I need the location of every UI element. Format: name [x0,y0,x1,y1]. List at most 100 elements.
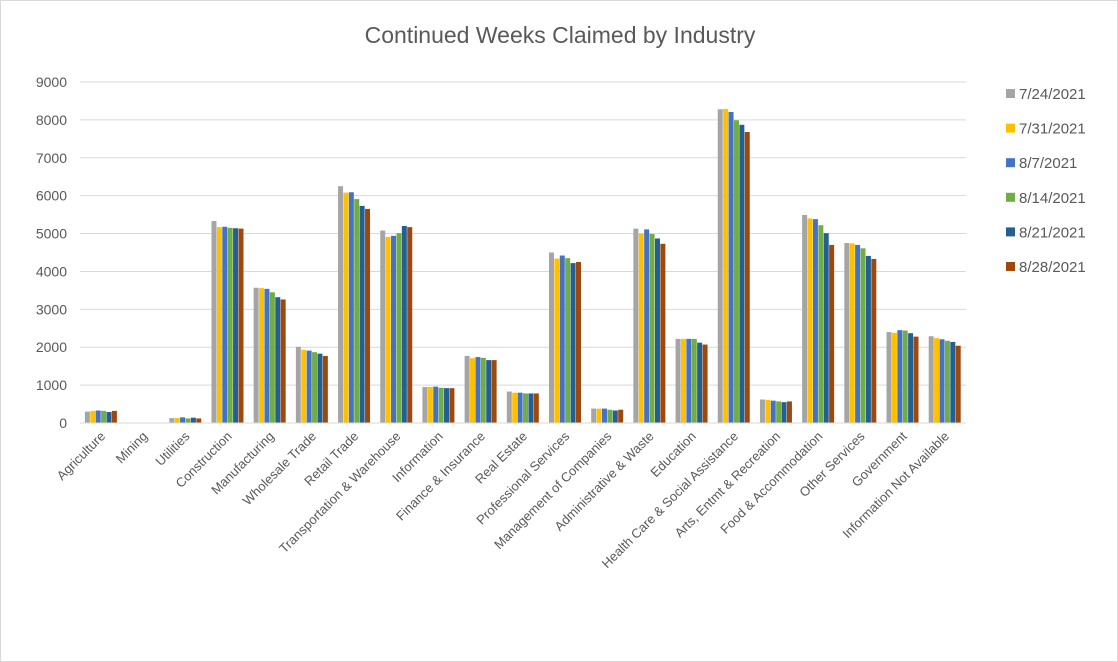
legend: 7/24/2021 7/31/2021 8/7/2021 8/14/2021 8/21/… [1006,86,1086,276]
bar [475,357,481,423]
bar [739,124,745,423]
legend-label: 7/24/2021 [1019,86,1086,103]
bar [865,255,871,423]
bar [95,410,101,423]
bar [680,338,686,423]
x-tick-label: Mining [113,429,151,467]
bar [233,228,239,423]
bar [185,418,191,423]
bar [269,292,275,423]
bar [264,288,270,423]
y-tick-label: 2000 [36,339,67,355]
bar [101,410,107,423]
legend-label: 8/28/2021 [1019,259,1086,276]
bar [533,393,539,423]
bar [486,360,492,423]
bar [649,233,655,423]
bar [849,243,855,423]
bar [802,214,808,423]
bar [438,387,444,423]
bar [717,109,723,423]
bar [401,225,407,423]
y-tick-label: 1000 [36,377,67,393]
bar [728,111,734,424]
x-tick-label: Wholesale Trade [240,429,320,509]
bar [295,346,301,423]
bar [950,341,956,423]
bar [765,399,771,423]
legend-label: 8/21/2021 [1019,224,1086,241]
bar [702,344,708,423]
bar [776,401,782,423]
legend-swatch [1006,192,1015,202]
y-tick-label: 6000 [36,188,67,204]
bar [528,393,534,423]
bar [343,192,349,423]
y-tick-label: 8000 [36,112,67,128]
bar [259,288,265,423]
bar [106,412,112,423]
bar [253,287,259,423]
bar [618,409,624,423]
bar [570,263,576,423]
bar [449,388,455,423]
bar [391,235,397,423]
legend-swatch [1006,227,1015,237]
y-tick-label: 3000 [36,301,67,317]
bar [786,401,792,423]
x-tick-label: Utilities [152,428,193,469]
bar [275,297,281,423]
bar [575,261,581,423]
y-tick-label: 0 [59,415,67,431]
legend-label: 8/14/2021 [1019,190,1086,207]
y-tick-label: 7000 [36,150,67,166]
bar [84,411,90,423]
bar [744,132,750,423]
bar [844,243,850,423]
bar [823,233,829,423]
bar [169,418,175,423]
bar [480,357,486,423]
legend-label: 7/31/2021 [1019,121,1086,138]
bar [697,342,703,423]
bar [770,400,776,423]
bar [855,244,861,423]
bar [196,418,202,423]
bar [902,330,908,423]
bar [222,226,228,423]
bar [928,336,934,423]
bar [380,230,386,423]
bar [939,339,945,423]
bar [470,358,476,423]
x-tick-label: Agriculture [54,429,109,484]
bar [174,418,180,423]
bar [238,228,244,423]
bar [407,227,413,423]
bar [216,227,222,423]
bar [886,332,892,423]
bar [317,353,323,423]
bar [781,402,787,423]
bar [913,336,919,423]
bar [433,386,439,423]
x-axis-ticks: Agriculture Mining UtilitiesConstructionMa… [54,428,952,571]
bar [591,408,597,423]
chart-title: Continued Weeks Claimed by Industry [365,22,756,48]
bar [111,410,117,423]
bar [908,333,914,423]
bar [512,392,518,423]
bar [691,338,697,423]
bar [607,409,613,423]
y-tick-label: 4000 [36,263,67,279]
bar [565,258,571,423]
bar [596,408,602,423]
bar [354,199,360,423]
bar [301,349,307,423]
bar [190,417,196,423]
bar [312,352,318,423]
bar [427,387,433,423]
bar [812,219,818,423]
bar [90,410,96,423]
bar [654,238,660,423]
